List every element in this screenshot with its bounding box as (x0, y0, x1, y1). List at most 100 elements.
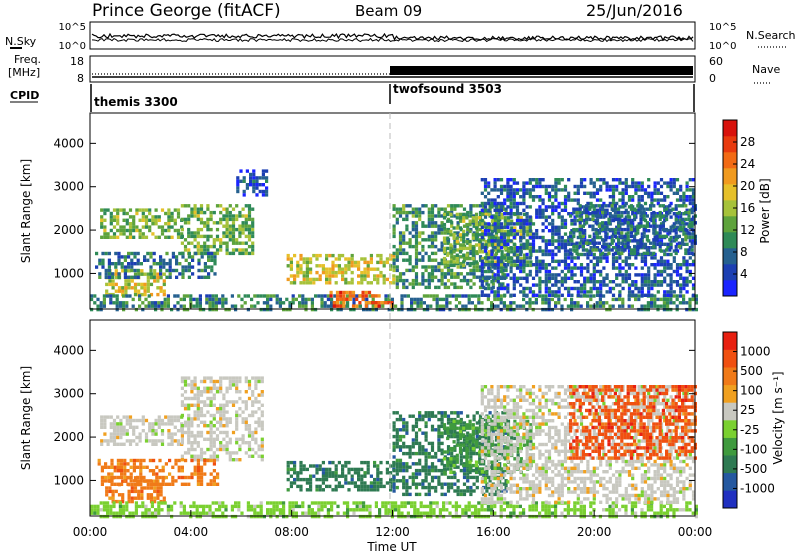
data-cell (148, 458, 152, 463)
data-cell (230, 304, 234, 308)
data-cell (499, 191, 504, 195)
data-cell (538, 208, 542, 212)
data-cell (541, 198, 545, 202)
data-cell (629, 234, 633, 239)
data-cell (442, 504, 446, 509)
data-cell (199, 420, 204, 424)
data-cell (402, 204, 406, 208)
data-cell (608, 307, 612, 312)
data-cell (331, 253, 335, 258)
data-cell (538, 235, 542, 240)
data-cell (627, 195, 632, 199)
data-cell (647, 195, 651, 199)
data-cell (209, 447, 213, 452)
data-cell (411, 221, 415, 225)
data-cell (462, 233, 466, 237)
data-cell (691, 259, 696, 263)
data-cell (429, 501, 433, 505)
data-cell (442, 514, 446, 519)
data-cell (212, 462, 216, 466)
data-cell (668, 248, 672, 252)
data-cell (193, 403, 197, 407)
data-cell (528, 218, 532, 223)
data-cell (666, 195, 670, 199)
data-cell (575, 207, 579, 211)
data-cell (164, 228, 168, 233)
data-cell (156, 496, 160, 500)
data-cell (358, 294, 362, 298)
data-cell (181, 272, 185, 276)
data-cell (215, 390, 220, 394)
data-cell (193, 447, 197, 452)
data-cell (499, 301, 503, 305)
data-cell (528, 222, 532, 226)
data-cell (131, 304, 135, 308)
data-cell (362, 501, 366, 505)
data-cell (193, 458, 197, 462)
data-cell (180, 379, 184, 384)
data-cell (355, 504, 359, 509)
data-cell (531, 293, 536, 297)
data-cell (350, 270, 354, 275)
data-cell (506, 304, 510, 308)
data-cell (512, 201, 516, 206)
data-cell (531, 301, 535, 305)
data-cell (261, 189, 265, 194)
data-cell (138, 228, 142, 233)
data-cell (618, 304, 622, 308)
data-cell (238, 407, 242, 411)
data-cell (144, 208, 149, 212)
data-cell (214, 514, 218, 519)
data-cell (244, 417, 248, 421)
data-cell (402, 285, 406, 290)
data-cell (361, 294, 365, 298)
data-cell (257, 447, 261, 452)
data-cell (344, 257, 348, 261)
data-cell (442, 222, 447, 227)
data-cell (538, 259, 542, 263)
data-cell (346, 304, 350, 308)
data-cell (682, 286, 686, 291)
data-cell (249, 179, 253, 183)
data-cell (116, 442, 120, 446)
nsky-line (91, 32, 694, 42)
data-cell (642, 231, 646, 235)
data-cell (143, 286, 147, 290)
data-cell (176, 215, 181, 219)
data-cell (160, 307, 164, 312)
data-cell (666, 252, 670, 257)
data-cell (151, 218, 155, 222)
data-cell (426, 307, 430, 312)
data-cell (180, 400, 184, 404)
data-cell (225, 434, 229, 438)
data-cell (480, 201, 484, 206)
data-cell (572, 231, 576, 235)
data-cell (193, 214, 197, 218)
data-cell (193, 244, 197, 249)
data-cell (250, 504, 254, 509)
data-cell (642, 227, 646, 232)
data-cell (257, 400, 261, 404)
data-cell (104, 462, 108, 466)
data-cell (650, 256, 654, 260)
data-cell (525, 301, 529, 305)
nsky-label: N.Sky (5, 35, 37, 48)
data-cell (137, 496, 141, 500)
data-cell (195, 301, 199, 305)
data-cell (475, 204, 479, 208)
data-cell (474, 216, 479, 220)
data-cell (487, 250, 491, 254)
data-cell (427, 272, 431, 276)
data-cell (653, 266, 657, 270)
data-cell (694, 297, 698, 302)
data-cell (515, 191, 520, 195)
data-cell (579, 273, 584, 277)
data-cell (522, 269, 526, 274)
data-cell (611, 191, 616, 195)
data-cell (468, 229, 472, 234)
data-cell (554, 181, 558, 185)
data-cell (487, 286, 491, 291)
data-cell (435, 501, 439, 505)
data-cell (455, 239, 459, 244)
data-cell (103, 425, 107, 429)
